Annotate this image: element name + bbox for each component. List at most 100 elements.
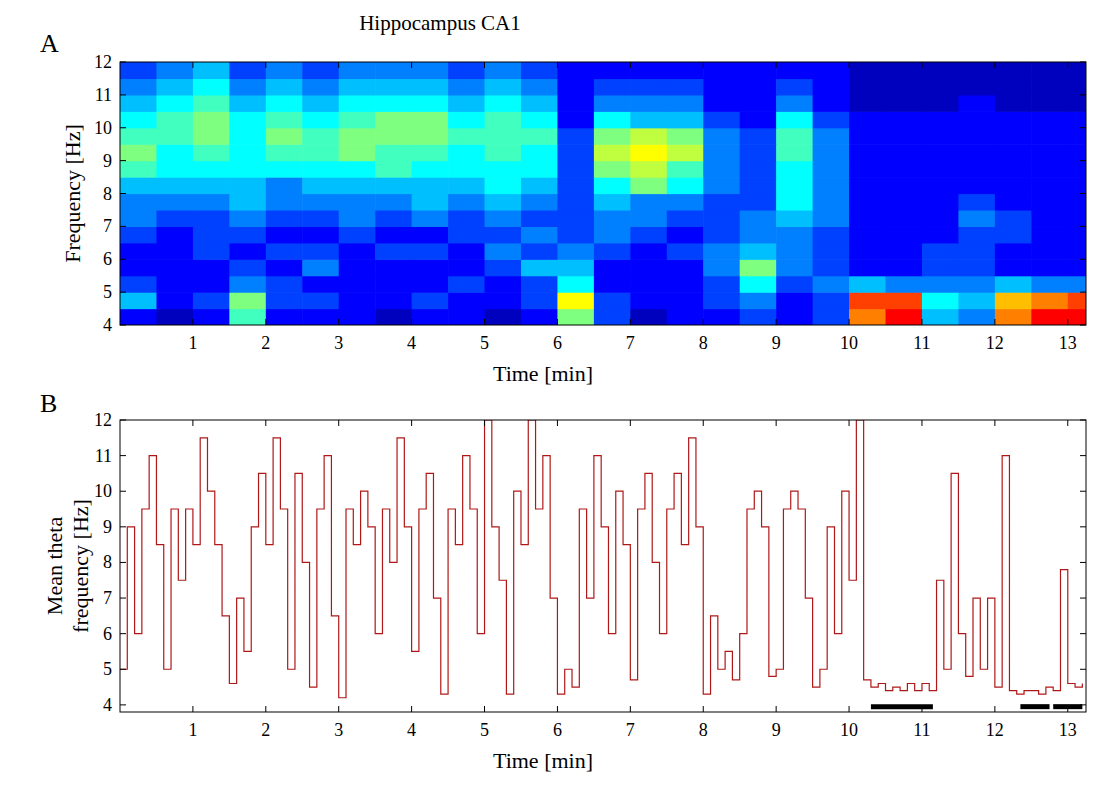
marked-interval (1020, 704, 1049, 709)
heat-cell (594, 111, 631, 128)
heat-cell (557, 161, 594, 178)
x-tick-label: 2 (261, 720, 270, 740)
heat-cell (229, 95, 266, 112)
heat-cell (922, 62, 959, 79)
heat-cell (120, 292, 157, 309)
heat-cell (922, 292, 959, 309)
heat-cell (776, 292, 813, 309)
heat-cell (995, 276, 1032, 293)
heat-cell (958, 161, 995, 178)
y-tick-label: 12 (94, 52, 112, 72)
heat-cell (886, 144, 923, 161)
x-tick (994, 706, 995, 712)
heat-cell (412, 111, 449, 128)
heat-cell (630, 276, 667, 293)
heat-cell (120, 210, 157, 227)
heat-cell (266, 62, 303, 79)
x-axis-title: Time [min] (493, 361, 593, 386)
heat-cell (886, 259, 923, 276)
heat-cell (266, 128, 303, 145)
x-tick (265, 706, 266, 712)
heat-cell (375, 243, 412, 260)
heat-cell (557, 210, 594, 227)
heat-cell (630, 226, 667, 243)
heat-cell (630, 177, 667, 194)
heat-cell (448, 194, 485, 211)
heat-cell (740, 243, 777, 260)
heat-cell (339, 177, 376, 194)
heat-cell (776, 78, 813, 95)
x-tick-top (557, 420, 558, 426)
heat-cell (667, 243, 704, 260)
heat-cell (667, 194, 704, 211)
y-tick (120, 598, 126, 599)
heat-cell (1031, 111, 1068, 128)
heat-cell (485, 194, 522, 211)
heat-cell (156, 210, 193, 227)
x-tick (849, 319, 850, 325)
heat-cell (1068, 243, 1086, 260)
y-tick (120, 259, 126, 260)
heat-cell (156, 78, 193, 95)
heat-cell (740, 62, 777, 79)
y-tick-right (1080, 62, 1086, 63)
heat-cell (958, 128, 995, 145)
y-axis-title: Mean thetafrequency [Hz] (42, 499, 93, 633)
heat-cell (849, 194, 886, 211)
y-tick (120, 292, 126, 293)
heat-cell (120, 95, 157, 112)
heat-cell (813, 194, 850, 211)
heat-cell (703, 243, 740, 260)
heat-cell (521, 111, 558, 128)
heat-cell (412, 62, 449, 79)
heat-cell (448, 128, 485, 145)
x-tick-label: 9 (772, 333, 781, 353)
heat-cell (1031, 177, 1068, 194)
heat-cell (1068, 62, 1086, 79)
heat-cell (995, 62, 1032, 79)
heat-cell (412, 276, 449, 293)
heat-cell (302, 177, 339, 194)
heat-cell (849, 210, 886, 227)
heat-cell (740, 144, 777, 161)
heat-cell (849, 309, 886, 325)
x-tick (994, 319, 995, 325)
heat-cell (557, 177, 594, 194)
heat-cell (740, 177, 777, 194)
heat-cell (156, 111, 193, 128)
heat-cell (630, 78, 667, 95)
heat-cell (594, 128, 631, 145)
heat-cell (120, 144, 157, 161)
heat-cell (229, 243, 266, 260)
heat-cell (229, 78, 266, 95)
heat-cell (667, 226, 704, 243)
y-tick-right (1080, 633, 1086, 634)
heat-cell (849, 95, 886, 112)
heat-cell (557, 111, 594, 128)
heat-cell (412, 161, 449, 178)
heat-cell (776, 111, 813, 128)
heat-cell (594, 95, 631, 112)
heat-cell (120, 111, 157, 128)
x-tick-label: 6 (553, 333, 562, 353)
heat-cell (886, 226, 923, 243)
x-tick-top (849, 62, 850, 68)
heat-cell (266, 259, 303, 276)
heat-cell (922, 309, 959, 325)
heat-cell (266, 243, 303, 260)
heat-cell (266, 226, 303, 243)
heat-cell (375, 276, 412, 293)
heat-cell (193, 78, 230, 95)
heat-cell (958, 210, 995, 227)
heat-cell (594, 144, 631, 161)
heat-cell (740, 128, 777, 145)
y-tick (120, 669, 126, 670)
x-tick-label: 4 (407, 333, 416, 353)
heat-cell (1031, 62, 1068, 79)
heat-cell (521, 309, 558, 325)
x-tick (630, 319, 631, 325)
y-tick (120, 94, 126, 95)
heat-cell (813, 276, 850, 293)
heat-cell (703, 177, 740, 194)
heat-cell (412, 292, 449, 309)
